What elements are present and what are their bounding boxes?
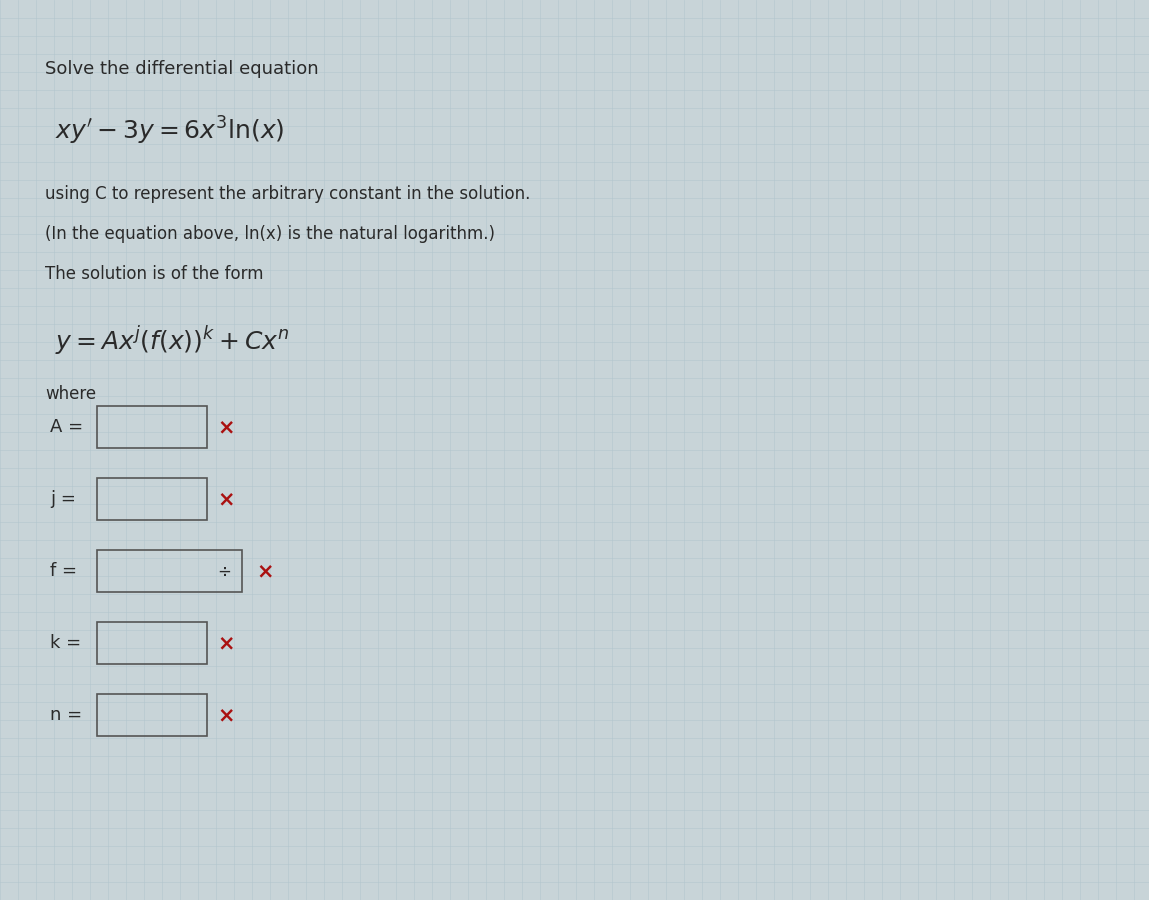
- Bar: [97, 406, 207, 448]
- Text: Solve the differential equation: Solve the differential equation: [45, 60, 318, 78]
- Text: n =: n =: [51, 706, 82, 724]
- Text: $xy' - 3y = 6x^3\ln(x)$: $xy' - 3y = 6x^3\ln(x)$: [55, 115, 285, 148]
- Text: ×: ×: [217, 489, 234, 509]
- Text: A =: A =: [51, 418, 83, 436]
- Bar: [97, 622, 207, 664]
- Text: The solution is of the form: The solution is of the form: [45, 265, 263, 283]
- Text: f =: f =: [51, 562, 77, 580]
- Text: $\div$: $\div$: [217, 562, 231, 580]
- Text: ×: ×: [217, 705, 234, 725]
- Text: ×: ×: [256, 561, 273, 581]
- Text: where: where: [45, 385, 97, 403]
- Text: ×: ×: [217, 417, 234, 437]
- Text: k =: k =: [51, 634, 82, 652]
- Bar: [97, 550, 242, 592]
- Text: using C to represent the arbitrary constant in the solution.: using C to represent the arbitrary const…: [45, 185, 531, 203]
- Text: $y = Ax^j\left(f(x)\right)^k + Cx^n$: $y = Ax^j\left(f(x)\right)^k + Cx^n$: [55, 325, 290, 358]
- Text: (In the equation above, ln(x) is the natural logarithm.): (In the equation above, ln(x) is the nat…: [45, 225, 495, 243]
- Text: j =: j =: [51, 490, 76, 508]
- Text: ×: ×: [217, 633, 234, 653]
- Bar: [97, 694, 207, 736]
- Bar: [97, 478, 207, 520]
